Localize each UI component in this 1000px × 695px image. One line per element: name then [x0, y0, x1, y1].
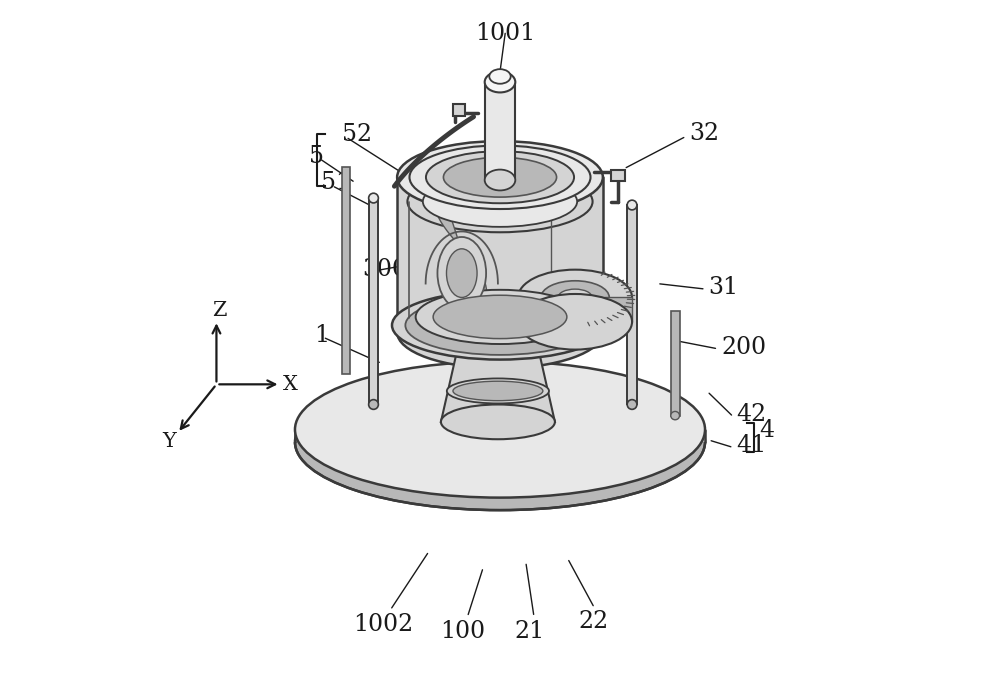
Ellipse shape	[485, 72, 515, 92]
Text: X: X	[283, 375, 298, 394]
Polygon shape	[604, 297, 632, 322]
Text: 31: 31	[708, 275, 739, 299]
Ellipse shape	[426, 152, 574, 203]
Polygon shape	[671, 311, 680, 416]
Ellipse shape	[441, 404, 555, 439]
Polygon shape	[627, 205, 637, 404]
Ellipse shape	[369, 193, 378, 203]
Ellipse shape	[397, 141, 603, 213]
Ellipse shape	[627, 400, 637, 409]
Ellipse shape	[518, 270, 632, 325]
Text: 32: 32	[689, 122, 719, 145]
Ellipse shape	[627, 200, 637, 210]
Ellipse shape	[443, 157, 557, 197]
Text: Y: Y	[162, 432, 176, 451]
Ellipse shape	[541, 281, 609, 314]
Text: 41: 41	[736, 434, 767, 457]
Ellipse shape	[392, 291, 608, 359]
Polygon shape	[397, 177, 603, 332]
Ellipse shape	[433, 295, 567, 338]
Ellipse shape	[437, 237, 486, 309]
Polygon shape	[295, 430, 705, 442]
Ellipse shape	[416, 290, 584, 344]
Text: 42: 42	[736, 403, 767, 427]
Text: 300: 300	[362, 258, 407, 281]
Text: 51: 51	[321, 171, 352, 195]
Polygon shape	[485, 82, 515, 181]
Ellipse shape	[407, 171, 593, 232]
Polygon shape	[453, 104, 465, 116]
Ellipse shape	[409, 145, 591, 209]
Text: 1002: 1002	[353, 613, 413, 636]
Ellipse shape	[558, 289, 592, 306]
Text: Z: Z	[212, 301, 226, 320]
Text: 1001: 1001	[475, 22, 536, 45]
Ellipse shape	[369, 400, 378, 409]
Text: 52: 52	[342, 122, 372, 146]
Ellipse shape	[295, 361, 705, 498]
Text: 100: 100	[441, 620, 486, 643]
Ellipse shape	[405, 295, 595, 355]
Ellipse shape	[447, 379, 549, 403]
Polygon shape	[434, 181, 487, 313]
Text: 22: 22	[578, 610, 608, 633]
Ellipse shape	[446, 249, 477, 297]
Ellipse shape	[489, 70, 511, 84]
Text: 200: 200	[721, 336, 766, 359]
Ellipse shape	[671, 411, 680, 420]
Ellipse shape	[460, 325, 536, 353]
Text: 4: 4	[759, 418, 774, 442]
Polygon shape	[369, 198, 378, 404]
Polygon shape	[441, 339, 555, 422]
Ellipse shape	[518, 294, 632, 350]
Ellipse shape	[453, 381, 543, 401]
Polygon shape	[611, 170, 625, 181]
Text: 21: 21	[515, 620, 545, 643]
Text: 1: 1	[314, 324, 329, 348]
Polygon shape	[342, 167, 350, 374]
Ellipse shape	[295, 374, 705, 510]
Ellipse shape	[397, 296, 603, 368]
Ellipse shape	[485, 170, 515, 190]
Text: 5: 5	[309, 145, 324, 168]
Ellipse shape	[423, 177, 577, 227]
